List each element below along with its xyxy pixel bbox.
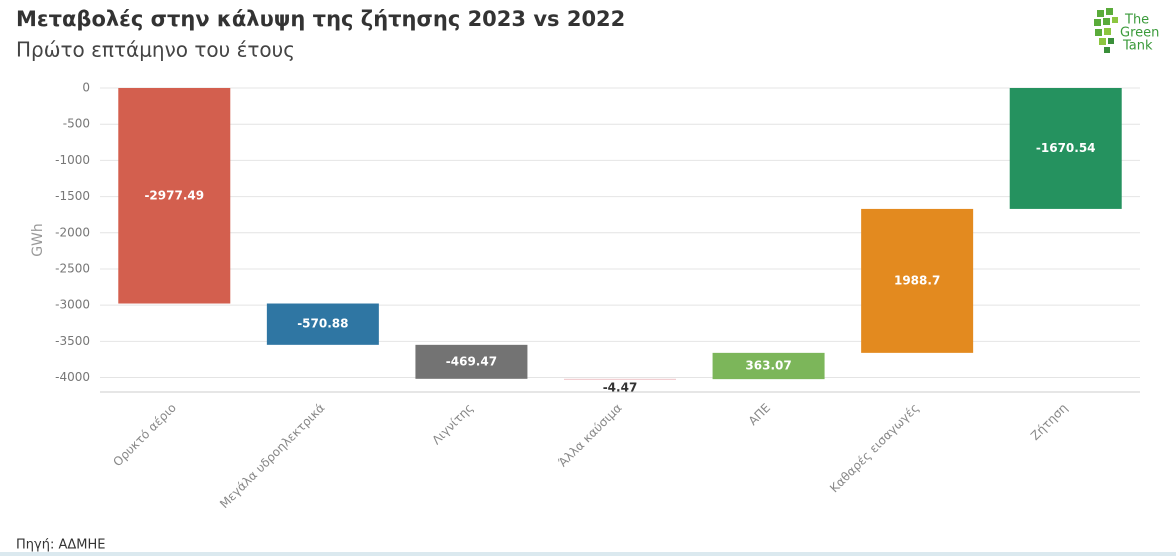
value-label: -2977.49 xyxy=(144,188,204,202)
value-label: 363.07 xyxy=(745,358,791,372)
x-tick-label: Ζήτηση xyxy=(1028,401,1070,443)
y-tick-label: 0 xyxy=(82,81,90,95)
chart-subtitle: Πρώτο επτάμηνο του έτους xyxy=(16,38,295,62)
y-tick-label: -500 xyxy=(63,117,90,131)
value-label: -4.47 xyxy=(603,380,638,394)
x-tick-label: ΑΠΕ xyxy=(746,401,773,428)
logo-text: The xyxy=(1124,13,1149,28)
y-tick-label: -3500 xyxy=(55,334,90,348)
logo-text: Tank xyxy=(1122,39,1153,54)
x-tick-label: Άλλα καύσιμα xyxy=(556,401,625,470)
y-tick-label: -2000 xyxy=(55,225,90,239)
value-label: -1670.54 xyxy=(1036,141,1096,155)
bar xyxy=(1009,88,1122,209)
value-label: -570.88 xyxy=(297,317,348,331)
x-tick-label: Λιγνίτης xyxy=(429,401,476,448)
source: Πηγή: ΑΔΜΗΕ xyxy=(16,538,105,553)
y-tick-label: -1500 xyxy=(55,189,90,203)
footer-bar xyxy=(0,552,1176,556)
x-tick-label: Ορυκτό αέριο xyxy=(110,401,179,470)
value-label: 1988.7 xyxy=(894,273,940,287)
bar xyxy=(861,208,974,353)
y-axis-label: GWh xyxy=(30,223,46,257)
logo-text: Green xyxy=(1120,26,1159,41)
bar xyxy=(266,303,379,345)
bar xyxy=(118,88,231,304)
y-tick-label: -4000 xyxy=(55,370,90,384)
bar xyxy=(564,378,676,380)
y-tick-label: -1000 xyxy=(55,153,90,167)
y-tick-label: -3000 xyxy=(55,298,90,312)
logo-icon xyxy=(1094,8,1118,53)
chart-title: Μεταβολές στην κάλυψη της ζήτησης 2023 v… xyxy=(16,7,625,31)
bar xyxy=(712,352,825,380)
bar xyxy=(415,344,528,379)
x-tick-label: Μεγάλα υδροηλεκτρικά xyxy=(217,401,327,511)
x-tick-label: Καθαρές εισαγωγές xyxy=(827,401,922,496)
y-tick-label: -2500 xyxy=(55,261,90,275)
value-label: -469.47 xyxy=(446,354,497,368)
